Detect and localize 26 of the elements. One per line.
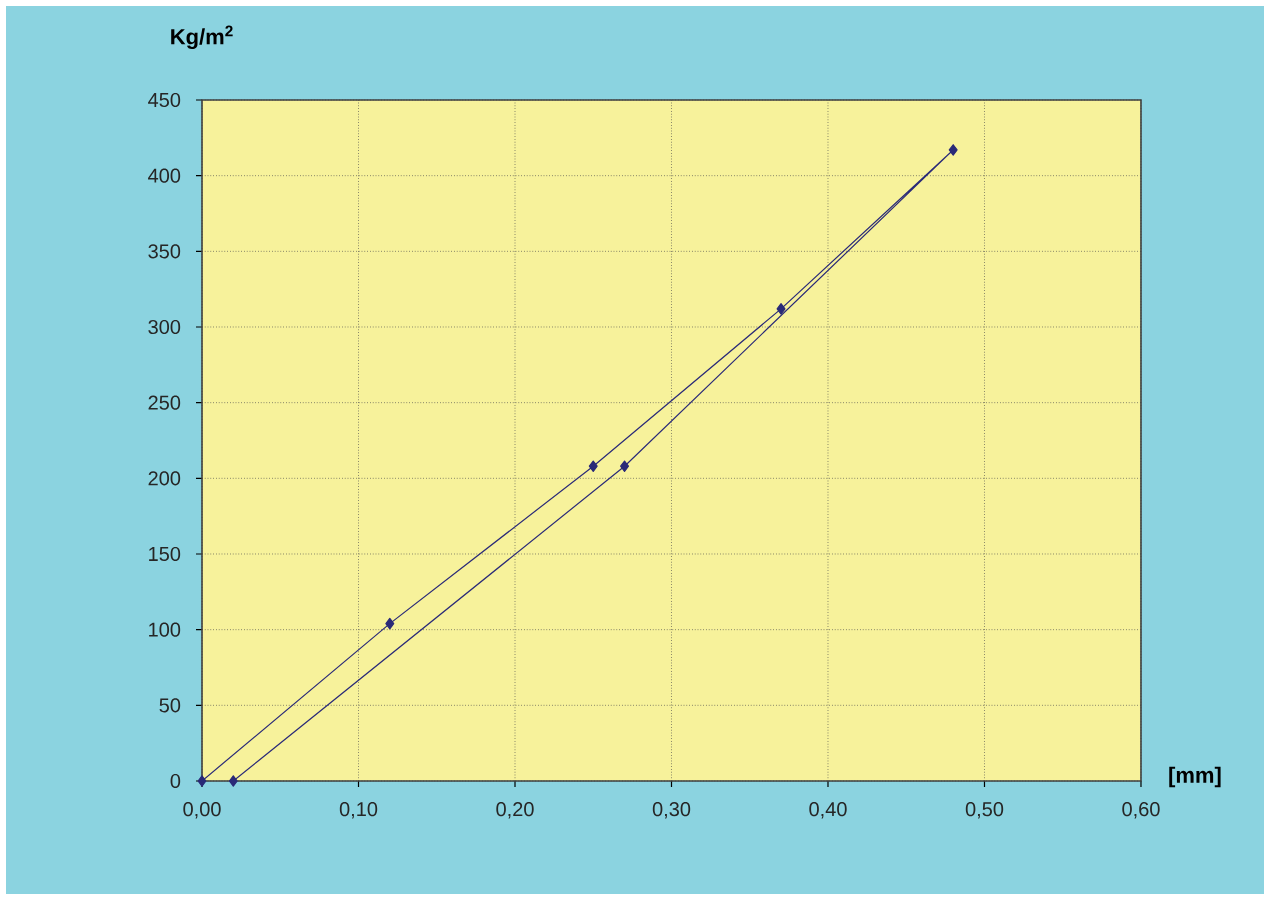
y-tick-label: 50: [159, 698, 181, 713]
x-tick-label: 0,20: [496, 802, 534, 819]
y-tick-label: 450: [148, 92, 181, 108]
y-tick-label: 300: [148, 319, 181, 335]
y-tick-label: 250: [148, 395, 181, 410]
y-tick-label: 200: [148, 471, 181, 486]
point: [588, 460, 598, 473]
point: [776, 303, 786, 315]
point: [948, 144, 958, 156]
y-tick-label: 150: [149, 546, 181, 562]
y-tick-label: 350: [148, 244, 181, 259]
point: [620, 460, 630, 473]
x-tick-label: 0,60: [1122, 802, 1160, 819]
point: [385, 617, 395, 630]
y-tick-label: 0: [170, 773, 181, 789]
y-axis-title: Kg/m$^{2}$: [171, 25, 233, 49]
x-tick-label: 0,00: [183, 802, 221, 819]
x-tick-label: 0,10: [339, 802, 378, 819]
point: [228, 775, 238, 787]
point: [197, 775, 207, 787]
x-tick-label: 0,40: [809, 802, 847, 819]
x-axis-title: [mm]: [1169, 766, 1221, 788]
y-tick-label: 400: [148, 168, 181, 183]
x-tick-label: 0,50: [965, 802, 1004, 819]
x-tick-label: 0,30: [652, 802, 691, 819]
y-tick-label: 100: [149, 622, 181, 637]
